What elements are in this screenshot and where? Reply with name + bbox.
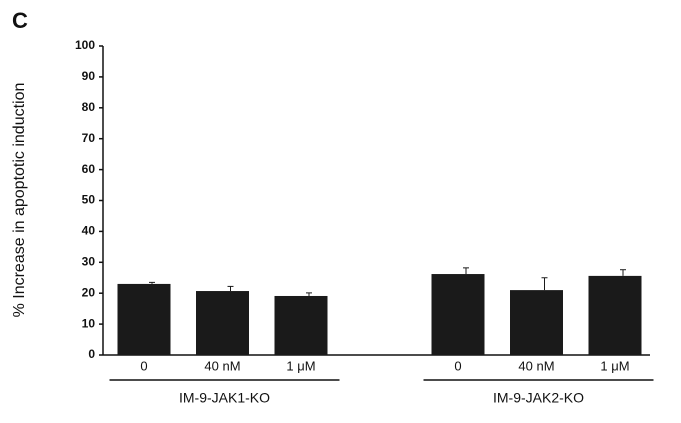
y-tick-label: 40 <box>82 224 96 238</box>
y-tick-label: 80 <box>82 100 96 114</box>
group-label: IM-9-JAK2-KO <box>493 390 584 406</box>
x-tick-label: 40 nM <box>518 358 554 373</box>
bar <box>274 295 328 355</box>
y-tick-label: 70 <box>82 131 96 145</box>
panel-label: C <box>12 8 28 33</box>
x-tick-label: 0 <box>454 358 461 373</box>
y-tick-label: 90 <box>82 69 96 83</box>
y-tick-label: 20 <box>82 285 96 299</box>
bar <box>510 290 563 355</box>
group-label: IM-9-JAK1-KO <box>179 390 270 406</box>
x-tick-label: 40 nM <box>204 358 240 373</box>
x-tick-label: 1 μM <box>600 358 629 373</box>
y-tick-label: 10 <box>82 316 96 330</box>
y-tick-label: 30 <box>82 254 96 268</box>
y-tick-label: 60 <box>82 162 96 176</box>
x-tick-label: 1 μM <box>286 358 315 373</box>
y-tick-label: 0 <box>88 347 95 361</box>
bar <box>588 275 642 355</box>
bar <box>196 291 249 355</box>
y-axis-label: % Increase in apoptotic induction <box>11 83 28 318</box>
bar <box>117 283 171 355</box>
y-tick-label: 50 <box>82 193 96 207</box>
x-tick-label: 0 <box>140 358 147 373</box>
bar <box>431 274 485 355</box>
y-tick-label: 100 <box>75 38 95 52</box>
